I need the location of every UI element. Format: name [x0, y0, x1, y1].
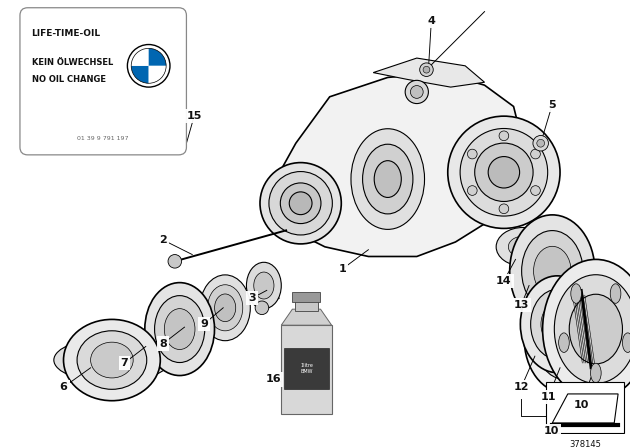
Text: 15: 15 [186, 111, 202, 121]
Wedge shape [148, 66, 166, 83]
Circle shape [420, 63, 433, 77]
Bar [547, 382, 624, 433]
Text: KEIN ÖLWECHSEL: KEIN ÖLWECHSEL [31, 58, 113, 67]
Ellipse shape [520, 276, 594, 373]
Text: 4: 4 [428, 16, 435, 26]
Text: 2: 2 [159, 235, 167, 245]
Ellipse shape [534, 246, 571, 296]
Ellipse shape [91, 342, 133, 378]
Ellipse shape [559, 333, 569, 353]
Ellipse shape [164, 309, 195, 349]
Ellipse shape [508, 236, 538, 258]
Ellipse shape [246, 262, 282, 309]
Ellipse shape [214, 294, 236, 322]
Ellipse shape [610, 284, 621, 303]
Ellipse shape [448, 116, 560, 228]
Text: 9: 9 [200, 319, 208, 329]
Ellipse shape [363, 144, 413, 214]
Ellipse shape [54, 338, 170, 383]
Text: 13: 13 [514, 300, 529, 310]
Ellipse shape [260, 163, 341, 244]
Bar [284, 348, 329, 389]
Ellipse shape [623, 333, 633, 353]
Circle shape [423, 66, 430, 73]
Circle shape [499, 204, 509, 214]
Circle shape [255, 301, 269, 314]
Bar [282, 325, 332, 414]
Ellipse shape [63, 319, 160, 401]
Ellipse shape [145, 283, 214, 375]
Circle shape [467, 185, 477, 195]
Circle shape [531, 149, 540, 159]
Ellipse shape [253, 272, 274, 299]
Text: NO OIL CHANGE: NO OIL CHANGE [31, 76, 106, 85]
Ellipse shape [543, 259, 640, 399]
Text: 10: 10 [573, 400, 589, 409]
Bar [292, 292, 321, 302]
Polygon shape [282, 309, 332, 325]
Ellipse shape [531, 289, 584, 359]
Text: 14: 14 [496, 276, 512, 286]
Text: 12: 12 [513, 382, 529, 392]
Ellipse shape [571, 284, 582, 303]
Bar [296, 300, 317, 311]
Circle shape [537, 139, 545, 147]
Text: 378145: 378145 [569, 440, 601, 448]
Ellipse shape [554, 275, 637, 383]
Text: 5: 5 [548, 99, 556, 109]
Text: 6: 6 [60, 382, 67, 392]
Wedge shape [131, 48, 148, 66]
Text: 1litre
BMW: 1litre BMW [300, 363, 313, 374]
Ellipse shape [534, 298, 595, 379]
Ellipse shape [475, 143, 533, 202]
Polygon shape [282, 73, 524, 257]
Text: 8: 8 [159, 339, 167, 349]
Text: 01 39 9 791 197: 01 39 9 791 197 [77, 136, 129, 141]
Text: 7: 7 [120, 358, 129, 368]
Ellipse shape [77, 331, 147, 389]
Text: 16: 16 [266, 375, 282, 384]
Ellipse shape [524, 284, 605, 393]
Ellipse shape [155, 296, 205, 362]
Circle shape [531, 185, 540, 195]
Circle shape [533, 135, 548, 151]
Text: 1: 1 [339, 264, 346, 274]
Ellipse shape [207, 285, 243, 331]
Text: LIFE-TIME-OIL: LIFE-TIME-OIL [31, 29, 100, 38]
Text: 11: 11 [541, 392, 556, 402]
Wedge shape [148, 48, 166, 66]
Circle shape [168, 254, 182, 268]
Circle shape [405, 80, 428, 103]
Ellipse shape [460, 129, 548, 216]
FancyBboxPatch shape [20, 8, 186, 155]
Ellipse shape [351, 129, 424, 229]
Ellipse shape [289, 192, 312, 215]
Ellipse shape [496, 228, 550, 266]
Ellipse shape [509, 215, 595, 327]
Polygon shape [373, 58, 484, 87]
Ellipse shape [488, 156, 520, 188]
Circle shape [410, 86, 423, 99]
Ellipse shape [541, 303, 573, 345]
Ellipse shape [374, 161, 401, 198]
Circle shape [467, 149, 477, 159]
Ellipse shape [200, 275, 250, 340]
Circle shape [499, 131, 509, 141]
Text: 3: 3 [248, 293, 256, 303]
Text: 10: 10 [543, 426, 559, 436]
Ellipse shape [522, 231, 583, 311]
Ellipse shape [569, 294, 623, 364]
Wedge shape [131, 66, 148, 83]
Ellipse shape [280, 183, 321, 224]
Ellipse shape [591, 363, 601, 383]
Ellipse shape [269, 172, 332, 235]
